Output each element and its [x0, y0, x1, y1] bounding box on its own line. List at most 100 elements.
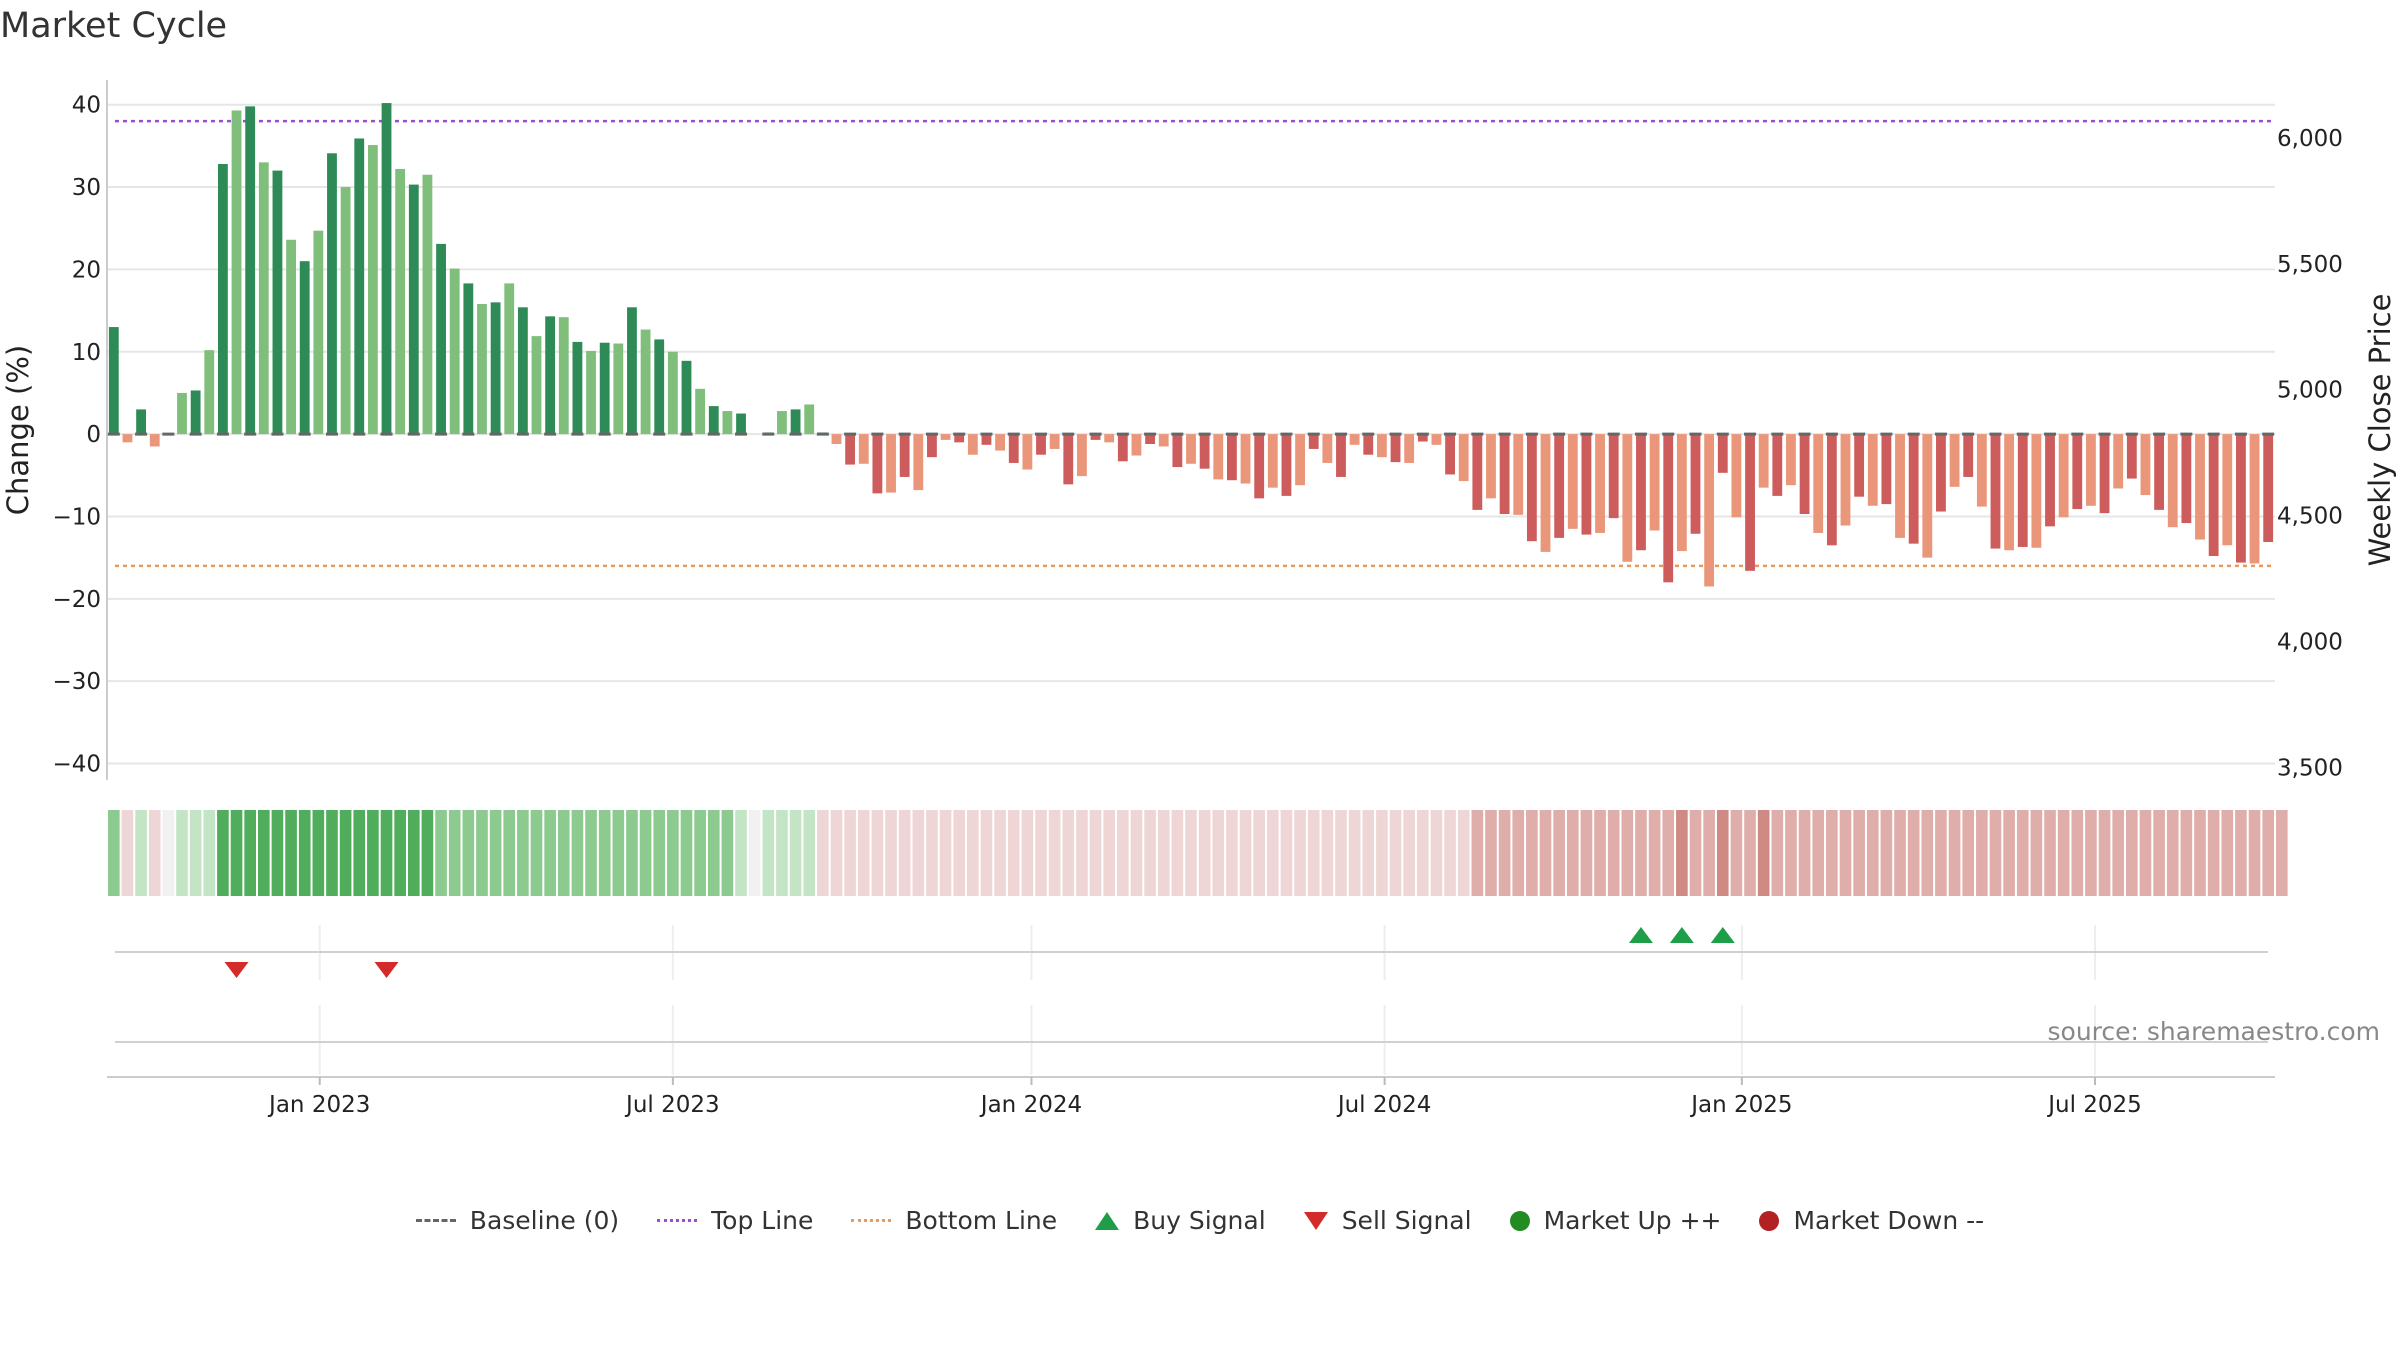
bar [1499, 434, 1510, 514]
band-cell [189, 810, 202, 896]
bar [1513, 434, 1524, 515]
band-cell [2044, 810, 2056, 896]
bar [1404, 434, 1415, 463]
band-cell [830, 810, 843, 896]
y-tick-label: −30 [52, 669, 101, 695]
bar [681, 360, 692, 435]
band-cell [1157, 810, 1170, 896]
triangle-down-icon [1303, 1211, 1328, 1230]
band-cell [1171, 810, 1184, 896]
bar [1731, 434, 1742, 518]
band-cell [1907, 810, 1920, 896]
band-cell [639, 810, 652, 896]
band-cell [1553, 810, 1565, 896]
bar [1881, 434, 1892, 505]
bar [558, 317, 569, 435]
purple-dotted-line-icon [657, 1219, 698, 1222]
bar [2208, 434, 2219, 556]
bar [1281, 434, 1292, 496]
band-cell [339, 810, 352, 896]
legend-item-sell-signal[interactable]: Sell Signal [1303, 1206, 1472, 1235]
x-tick-label: Jan 2025 [1689, 1092, 1792, 1118]
strength-band [108, 810, 2288, 896]
buy-signal-marker [1669, 927, 1694, 943]
bar [1431, 434, 1442, 445]
band-cell [1239, 810, 1252, 896]
band-cell [994, 810, 1006, 896]
band-cell [1853, 810, 1865, 896]
bar [2126, 434, 2137, 479]
bar [2058, 434, 2069, 518]
band-cell [380, 810, 393, 896]
legend-item-baseline[interactable]: Baseline (0) [415, 1206, 619, 1235]
legend-label: Market Up ++ [1543, 1206, 1722, 1235]
band-cell [585, 810, 597, 896]
bar [1172, 434, 1183, 468]
band-cell [2139, 810, 2152, 896]
band-cell [312, 810, 325, 896]
y-tick-label: 40 [72, 93, 101, 119]
bar [1295, 434, 1305, 486]
band-cell [1048, 810, 1061, 896]
legend-item-bottom-line[interactable]: Bottom Line [851, 1206, 1057, 1235]
band-cell [217, 810, 229, 896]
band-cell [1103, 810, 1116, 896]
bar [1458, 434, 1469, 482]
band-cell [203, 810, 216, 896]
band-cell [980, 810, 993, 896]
bar [217, 164, 228, 435]
band-cell [1798, 810, 1811, 896]
bar [954, 434, 965, 443]
y-tick-label: 20 [72, 257, 101, 283]
band-cell [1226, 810, 1238, 896]
change-bars [108, 103, 2274, 587]
band-cell [1185, 810, 1197, 896]
bar [1022, 434, 1033, 470]
band-cell [1921, 810, 1934, 896]
bar [1226, 434, 1237, 481]
legend-item-market-up[interactable]: Market Up ++ [1509, 1206, 1722, 1235]
y-tick-label: 30 [72, 175, 101, 201]
band-cell [2016, 810, 2029, 896]
band-cell [1294, 810, 1306, 896]
legend-item-top-line[interactable]: Top Line [657, 1206, 813, 1235]
bar [627, 307, 637, 435]
band-cell [326, 810, 338, 896]
bar [667, 351, 678, 435]
bar [245, 106, 256, 435]
bar [1936, 434, 1946, 512]
band-cell [898, 810, 911, 896]
bar [1854, 434, 1865, 497]
band-cell [2221, 810, 2234, 896]
bar [1104, 434, 1115, 443]
bar [531, 336, 542, 435]
bar [1622, 434, 1633, 562]
bar [2181, 434, 2192, 524]
band-cell [1512, 810, 1525, 896]
y-tick-label: 0 [86, 422, 101, 448]
bar [504, 283, 515, 435]
bar [831, 434, 842, 444]
bar [517, 307, 528, 435]
band-cell [1348, 810, 1361, 896]
bar [1772, 434, 1783, 496]
bar [354, 138, 365, 435]
bar [177, 392, 187, 435]
bar [231, 110, 242, 435]
bar [1117, 434, 1128, 462]
band-cell [885, 810, 897, 896]
band-cell [121, 810, 134, 896]
y2-tick-label: 5,500 [2277, 252, 2343, 278]
bar [149, 434, 160, 447]
x-tick-label: Jul 2023 [624, 1092, 720, 1118]
chart-title: Market Cycle [0, 6, 228, 46]
bar [1608, 434, 1619, 519]
legend-item-buy-signal[interactable]: Buy Signal [1095, 1206, 1266, 1235]
bar [1390, 434, 1401, 463]
band-cell [1321, 810, 1334, 896]
legend-item-market-down[interactable]: Market Down -- [1759, 1206, 1984, 1235]
bar [872, 434, 883, 494]
band-cell [1212, 810, 1225, 896]
bar [545, 316, 556, 435]
band-cell [939, 810, 952, 896]
